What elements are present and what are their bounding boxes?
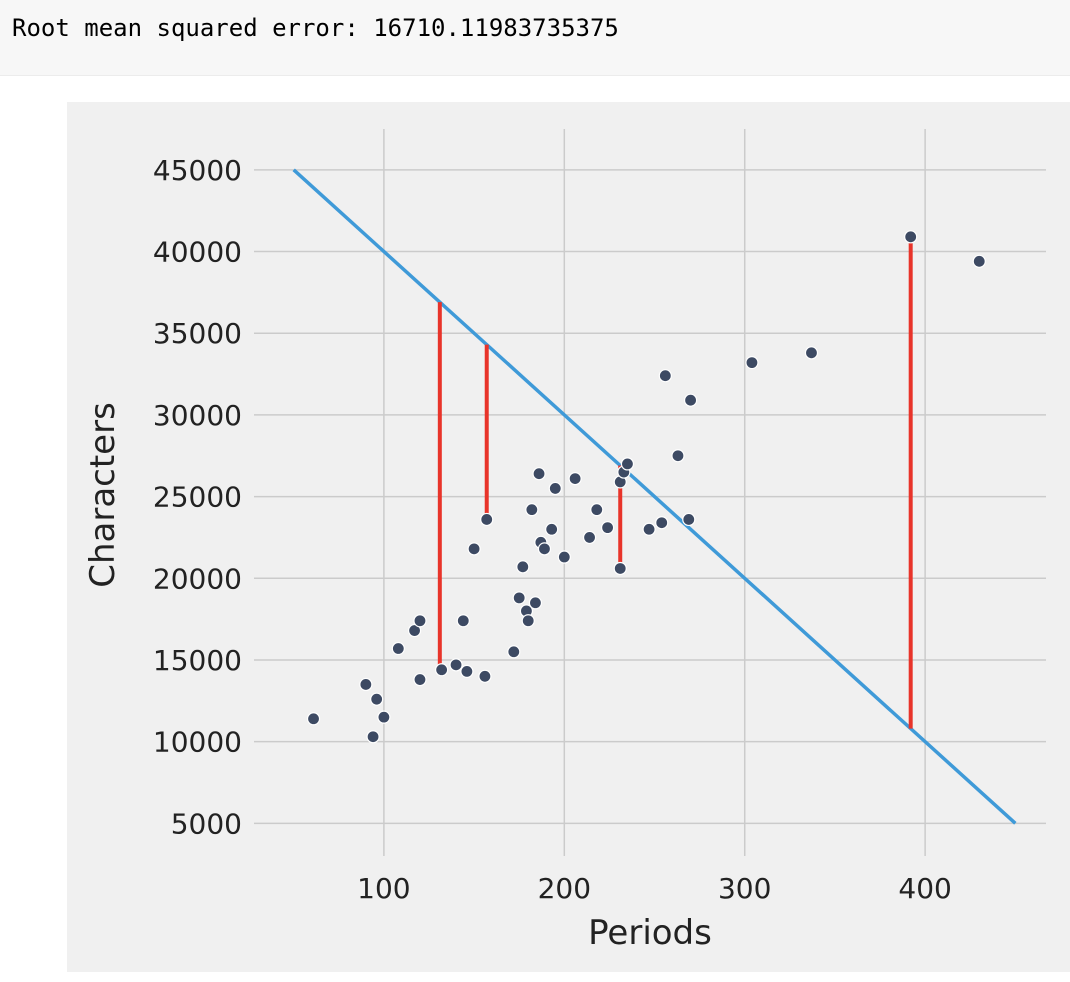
data-point bbox=[478, 669, 492, 683]
data-point bbox=[370, 692, 384, 706]
data-point bbox=[532, 467, 546, 481]
data-point bbox=[460, 664, 474, 678]
y-tick-label: 40000 bbox=[153, 236, 242, 269]
data-point bbox=[620, 457, 635, 471]
data-point bbox=[548, 481, 562, 496]
y-tick-label: 45000 bbox=[153, 154, 242, 187]
data-point bbox=[359, 677, 373, 692]
data-point bbox=[521, 614, 535, 628]
data-point bbox=[480, 512, 494, 527]
tick-labels: 100 200 300 400 5000 10000 15000 20000 25000 3000… bbox=[153, 154, 952, 905]
regression-line bbox=[292, 168, 1017, 825]
x-tick-label: 300 bbox=[718, 872, 771, 905]
y-tick-label: 20000 bbox=[153, 562, 242, 595]
x-tick-label: 200 bbox=[538, 872, 591, 905]
data-point bbox=[745, 356, 759, 370]
y-tick-label: 35000 bbox=[153, 317, 242, 350]
data-point bbox=[683, 393, 698, 407]
data-point bbox=[377, 710, 391, 724]
figure-background bbox=[67, 102, 1070, 972]
y-tick-label: 25000 bbox=[153, 481, 242, 514]
plot-container: 100 200 300 400 5000 10000 15000 20000 25000 3000… bbox=[0, 76, 1070, 978]
y-axis-label: Characters bbox=[83, 402, 123, 588]
data-point bbox=[413, 614, 427, 628]
data-point bbox=[366, 730, 380, 744]
data-point bbox=[582, 530, 597, 545]
data-point bbox=[545, 522, 559, 536]
data-point bbox=[613, 561, 627, 576]
data-point bbox=[449, 658, 463, 672]
data-point bbox=[306, 712, 321, 726]
data-point bbox=[512, 591, 526, 605]
data-point bbox=[671, 449, 685, 463]
y-tick-label: 30000 bbox=[153, 399, 242, 432]
y-tick-label: 10000 bbox=[153, 726, 242, 759]
data-point bbox=[972, 254, 986, 268]
x-tick-label: 400 bbox=[898, 872, 951, 905]
data-point bbox=[467, 542, 481, 556]
y-tick-label: 15000 bbox=[153, 644, 242, 677]
data-point bbox=[658, 369, 672, 383]
rmse-output-text: Root mean squared error: 16710.119837353… bbox=[12, 14, 619, 42]
data-point bbox=[804, 346, 819, 360]
data-point bbox=[590, 503, 604, 517]
scatter-chart: 100 200 300 400 5000 10000 15000 20000 25000 3000… bbox=[67, 102, 1070, 972]
data-point bbox=[413, 672, 427, 687]
data-point bbox=[601, 521, 615, 535]
data-point bbox=[516, 560, 530, 574]
data-point bbox=[537, 542, 552, 556]
data-point bbox=[528, 596, 543, 610]
data-point bbox=[642, 522, 656, 536]
data-point bbox=[525, 503, 539, 517]
data-point bbox=[435, 663, 449, 677]
output-area: Root mean squared error: 16710.119837353… bbox=[0, 0, 1070, 76]
data-point bbox=[407, 623, 422, 638]
x-axis-label: Periods bbox=[588, 913, 712, 953]
data-point bbox=[507, 645, 521, 659]
data-point bbox=[456, 614, 470, 628]
data-point bbox=[568, 472, 582, 486]
x-tick-label: 100 bbox=[357, 872, 410, 905]
regression-line-layer bbox=[292, 168, 1017, 825]
points-layer bbox=[306, 230, 986, 744]
data-point bbox=[557, 550, 571, 564]
data-point bbox=[904, 230, 918, 244]
data-point bbox=[682, 512, 696, 527]
data-point bbox=[391, 641, 405, 656]
data-point bbox=[655, 516, 669, 530]
y-tick-label: 5000 bbox=[171, 807, 242, 840]
